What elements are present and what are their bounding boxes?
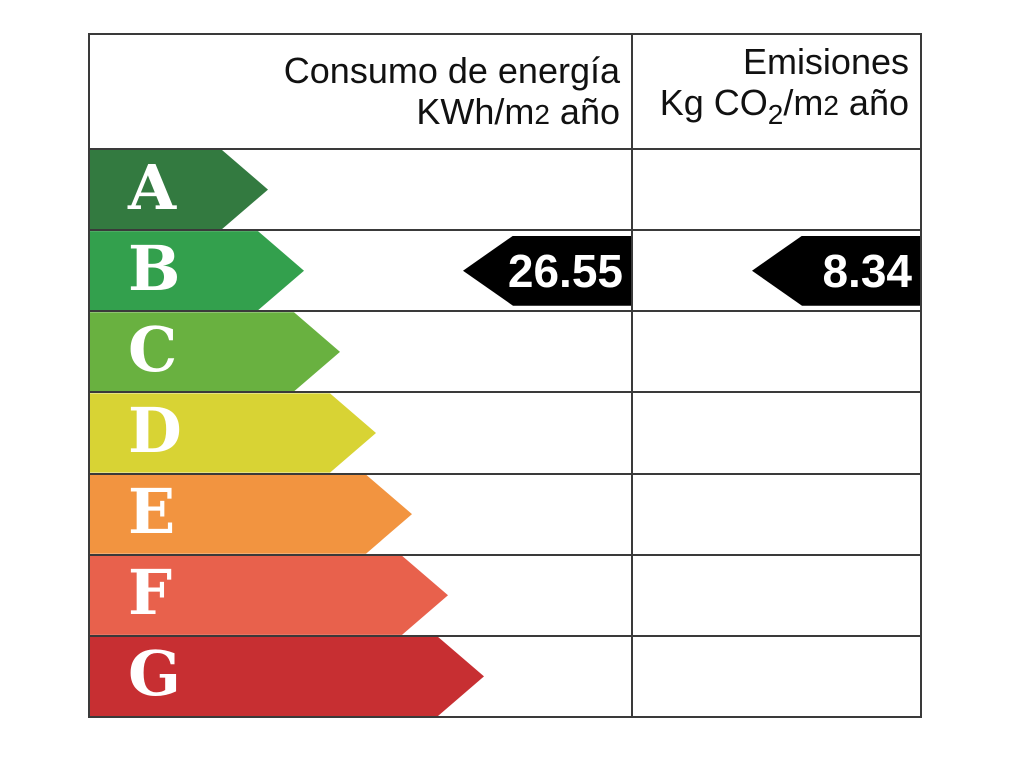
consumption-header: Consumo de energía KWh/m2 año xyxy=(90,35,631,148)
rating-arrow-d: D xyxy=(90,393,376,472)
emissions-value: 8.34 xyxy=(822,244,912,297)
rating-letter-g: G xyxy=(128,637,181,711)
rating-arrow-f: F xyxy=(90,556,448,635)
rating-row-g: G xyxy=(90,634,920,716)
rating-arrow-b: B xyxy=(90,231,304,310)
rating-row-b: B 26.55 8.34 xyxy=(90,229,920,311)
rating-arrow-g: G xyxy=(90,637,484,716)
rating-row-c: C xyxy=(90,310,920,392)
emissions-header: Emisiones Kg CO2/m2 año xyxy=(631,35,920,148)
consumption-unit: KWh/m2 año xyxy=(416,91,620,132)
rating-row-a: A xyxy=(90,148,920,230)
consumption-value-arrow: 26.55 xyxy=(463,235,631,306)
consumption-value: 26.55 xyxy=(507,244,623,297)
rating-row-f: F xyxy=(90,553,920,635)
rating-row-e: E xyxy=(90,472,920,554)
rating-arrow-a: A xyxy=(90,150,268,229)
emissions-unit: Kg CO2/m2 año xyxy=(659,82,909,130)
consumption-unit-exponent: 2 xyxy=(534,99,550,130)
rating-letter-a: A xyxy=(128,150,177,224)
rating-arrow-e: E xyxy=(90,475,412,554)
rating-row-d: D xyxy=(90,391,920,473)
header-row: Consumo de energía KWh/m2 año Emisiones … xyxy=(90,35,920,148)
certificate-table: Consumo de energía KWh/m2 año Emisiones … xyxy=(88,33,922,718)
emissions-unit-exponent: 2 xyxy=(823,90,839,121)
rating-letter-b: B xyxy=(128,231,181,305)
rating-letter-d: D xyxy=(128,393,182,467)
emissions-unit-subscript: 2 xyxy=(767,99,784,130)
rating-letter-f: F xyxy=(128,556,173,630)
rating-letter-c: C xyxy=(128,312,178,386)
rating-letter-e: E xyxy=(128,475,176,549)
emissions-value-arrow: 8.34 xyxy=(752,235,920,306)
consumption-title: Consumo de energía xyxy=(283,50,620,91)
emissions-title: Emisiones xyxy=(742,41,909,82)
rating-arrow-c: C xyxy=(90,312,340,391)
